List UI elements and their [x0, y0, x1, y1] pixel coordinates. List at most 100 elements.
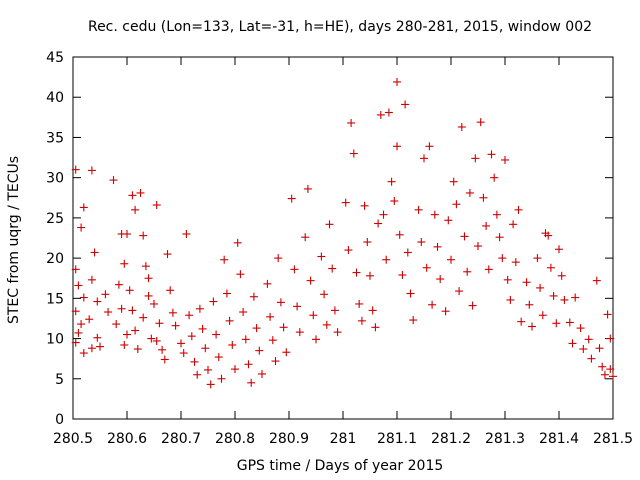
data-point	[112, 320, 121, 329]
data-point	[357, 316, 366, 325]
data-point	[320, 290, 329, 299]
data-point	[579, 345, 588, 354]
data-point	[395, 230, 404, 239]
data-point	[144, 274, 153, 283]
data-point	[295, 328, 304, 337]
data-point	[74, 281, 83, 290]
data-point	[492, 210, 501, 219]
data-point	[231, 365, 239, 374]
data-point	[168, 308, 177, 317]
data-point	[374, 219, 383, 228]
data-point	[341, 198, 350, 207]
data-point	[77, 320, 86, 329]
data-point	[293, 302, 302, 311]
data-point	[436, 275, 445, 284]
data-point	[344, 246, 353, 255]
data-point	[322, 320, 331, 329]
data-point	[274, 254, 283, 263]
data-point	[85, 315, 94, 324]
data-point	[587, 354, 596, 363]
data-point	[249, 292, 258, 301]
y-tick-label: 0	[55, 412, 64, 428]
data-point	[600, 370, 609, 379]
data-point	[90, 248, 99, 257]
data-point	[495, 233, 504, 242]
x-tick-label: 280.5	[53, 431, 93, 447]
data-point	[233, 238, 242, 247]
data-point	[447, 255, 455, 264]
x-tick-label: 281	[330, 431, 357, 447]
data-point	[101, 290, 110, 299]
data-point	[417, 238, 426, 247]
data-point	[244, 360, 253, 369]
data-point	[460, 232, 469, 241]
data-point	[406, 289, 415, 298]
data-point	[171, 321, 180, 330]
data-point	[77, 223, 86, 232]
data-point	[536, 283, 545, 292]
data-point	[557, 271, 566, 280]
data-point	[452, 200, 461, 209]
data-point	[187, 332, 196, 341]
data-point	[428, 300, 437, 309]
y-axis-label: STEC from uqrg / TECUs	[6, 156, 22, 324]
data-point	[87, 166, 96, 175]
data-point	[449, 177, 458, 186]
data-point	[120, 259, 129, 268]
data-point	[360, 201, 369, 210]
data-point	[182, 229, 191, 238]
y-tick-label: 20	[46, 251, 64, 267]
data-point	[179, 349, 188, 358]
data-point	[152, 201, 161, 210]
data-point	[258, 369, 266, 378]
data-point	[109, 176, 118, 185]
data-point	[555, 245, 563, 254]
data-point	[317, 252, 326, 261]
data-point	[393, 142, 401, 151]
y-tick-label: 30	[46, 171, 64, 187]
data-point	[139, 231, 148, 240]
data-point	[465, 188, 474, 197]
y-tick-label: 15	[46, 291, 64, 307]
data-point	[287, 194, 296, 203]
data-point	[198, 324, 207, 333]
data-point	[212, 330, 221, 339]
data-point	[128, 191, 137, 200]
data-point	[606, 334, 615, 343]
data-point	[328, 264, 337, 273]
data-point	[120, 340, 129, 349]
data-point	[393, 77, 401, 86]
data-point	[468, 301, 477, 310]
data-point	[255, 346, 264, 355]
data-point	[333, 328, 342, 337]
data-point	[228, 340, 237, 349]
data-point	[425, 142, 434, 151]
data-point	[71, 265, 80, 274]
data-point	[263, 279, 272, 288]
data-point	[352, 268, 361, 277]
data-point	[401, 100, 410, 109]
data-point	[403, 248, 412, 257]
y-tick-label: 10	[46, 332, 64, 348]
data-point	[144, 291, 153, 300]
data-point	[155, 319, 164, 328]
data-point	[576, 324, 585, 333]
data-point	[371, 323, 380, 332]
data-point	[114, 280, 123, 289]
data-point	[268, 336, 277, 345]
data-point	[503, 275, 512, 284]
data-point	[79, 349, 88, 358]
data-point	[522, 278, 531, 287]
data-point	[220, 255, 229, 264]
data-point	[549, 291, 558, 300]
data-point	[117, 304, 126, 313]
data-point	[282, 348, 291, 357]
data-point	[163, 250, 172, 259]
data-point	[501, 155, 509, 164]
data-point	[131, 326, 140, 335]
data-point	[568, 339, 577, 348]
data-point	[379, 210, 388, 219]
data-point	[420, 154, 428, 163]
data-point	[560, 295, 569, 304]
data-point	[606, 365, 615, 374]
